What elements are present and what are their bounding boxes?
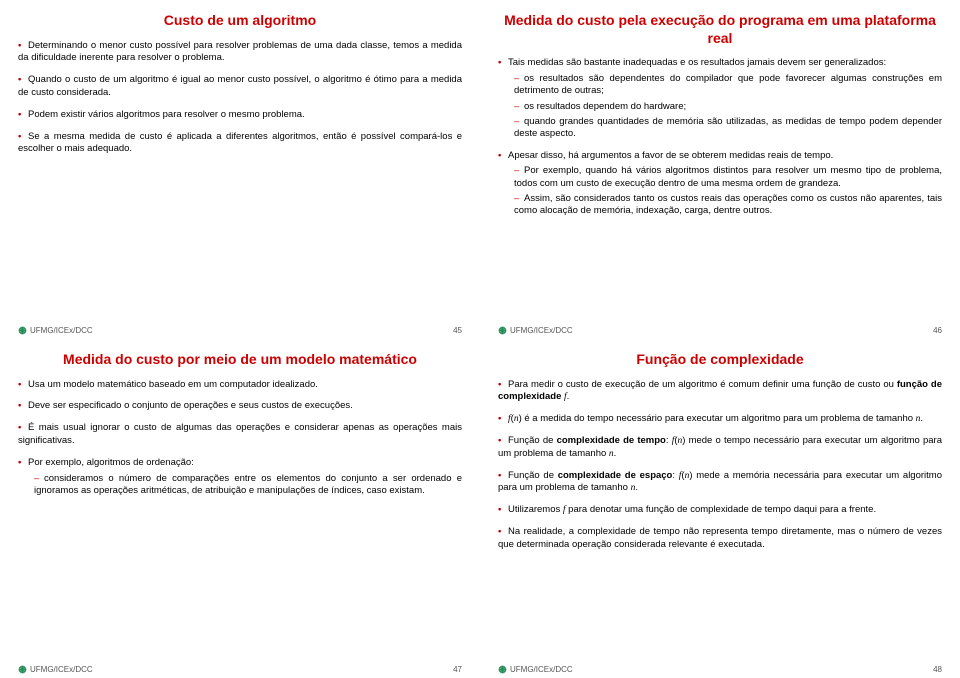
sub-bullet-list: consideramos o número de comparações ent… [18,473,462,498]
footer-text: UFMG/ICEx/DCC [30,665,93,674]
globe-icon [18,665,27,674]
slide-footer: UFMG/ICEx/DCC 48 [498,665,942,674]
footer-logo: UFMG/ICEx/DCC [498,665,573,674]
bullet-item: Quando o custo de um algoritmo é igual a… [18,74,462,100]
sub-bullet-item: Assim, são considerados tanto os custos … [514,193,942,218]
bullet-item: f(n) é a medida do tempo necessário para… [498,413,942,426]
slide-title: Medida do custo por meio de um modelo ma… [18,351,462,369]
bullet-list: Determinando o menor custo possível para… [18,40,462,166]
bullet-item: Na realidade, a complexidade de tempo nã… [498,526,942,552]
page-number: 46 [933,326,942,335]
globe-icon [498,326,507,335]
footer-logo: UFMG/ICEx/DCC [498,326,573,335]
bullet-item: Função de complexidade de tempo: f(n) me… [498,435,942,461]
bullet-list: Usa um modelo matemático baseado em um c… [18,379,462,507]
bullet-item: Para medir o custo de execução de um alg… [498,379,942,405]
footer-text: UFMG/ICEx/DCC [510,665,573,674]
page-number: 47 [453,665,462,674]
footer-text: UFMG/ICEx/DCC [510,326,573,335]
bullet-list: Para medir o custo de execução de um alg… [498,379,942,561]
globe-icon [18,326,27,335]
bullet-item: Por exemplo, algoritmos de ordenação:con… [18,457,462,498]
footer-logo: UFMG/ICEx/DCC [18,665,93,674]
sub-bullet-item: os resultados dependem do hardware; [514,101,942,113]
bullet-item: Deve ser especificado o conjunto de oper… [18,400,462,413]
slide-title: Medida do custo pela execução do program… [498,12,942,47]
page-number: 48 [933,665,942,674]
sub-bullet-item: consideramos o número de comparações ent… [34,473,462,498]
slide-48: Função de complexidade Para medir o cust… [480,339,960,678]
bullet-item: Determinando o menor custo possível para… [18,40,462,66]
bullet-item: É mais usual ignorar o custo de algumas … [18,422,462,448]
slide-45: Custo de um algoritmo Determinando o men… [0,0,480,339]
bullet-item: Função de complexidade de espaço: f(n) m… [498,470,942,496]
globe-icon [498,665,507,674]
slide-footer: UFMG/ICEx/DCC 47 [18,665,462,674]
footer-text: UFMG/ICEx/DCC [30,326,93,335]
slide-footer: UFMG/ICEx/DCC 46 [498,326,942,335]
sub-bullet-list: os resultados são dependentes do compila… [498,73,942,141]
bullet-item: Se a mesma medida de custo é aplicada a … [18,131,462,157]
sub-bullet-item: Por exemplo, quando há vários algoritmos… [514,165,942,190]
page-number: 45 [453,326,462,335]
footer-logo: UFMG/ICEx/DCC [18,326,93,335]
sub-bullet-list: Por exemplo, quando há vários algoritmos… [498,165,942,217]
bullet-item: Tais medidas são bastante inadequadas e … [498,57,942,141]
bullet-item: Utilizaremos f para denotar uma função d… [498,504,942,517]
bullet-item: Podem existir vários algoritmos para res… [18,109,462,122]
slide-46: Medida do custo pela execução do program… [480,0,960,339]
bullet-item: Apesar disso, há argumentos a favor de s… [498,150,942,218]
bullet-list: Tais medidas são bastante inadequadas e … [498,57,942,227]
bullet-item: Usa um modelo matemático baseado em um c… [18,379,462,392]
slide-title: Custo de um algoritmo [18,12,462,30]
slide-footer: UFMG/ICEx/DCC 45 [18,326,462,335]
sub-bullet-item: os resultados são dependentes do compila… [514,73,942,98]
sub-bullet-item: quando grandes quantidades de memória sã… [514,116,942,141]
slide-47: Medida do custo por meio de um modelo ma… [0,339,480,678]
slide-title: Função de complexidade [498,351,942,369]
